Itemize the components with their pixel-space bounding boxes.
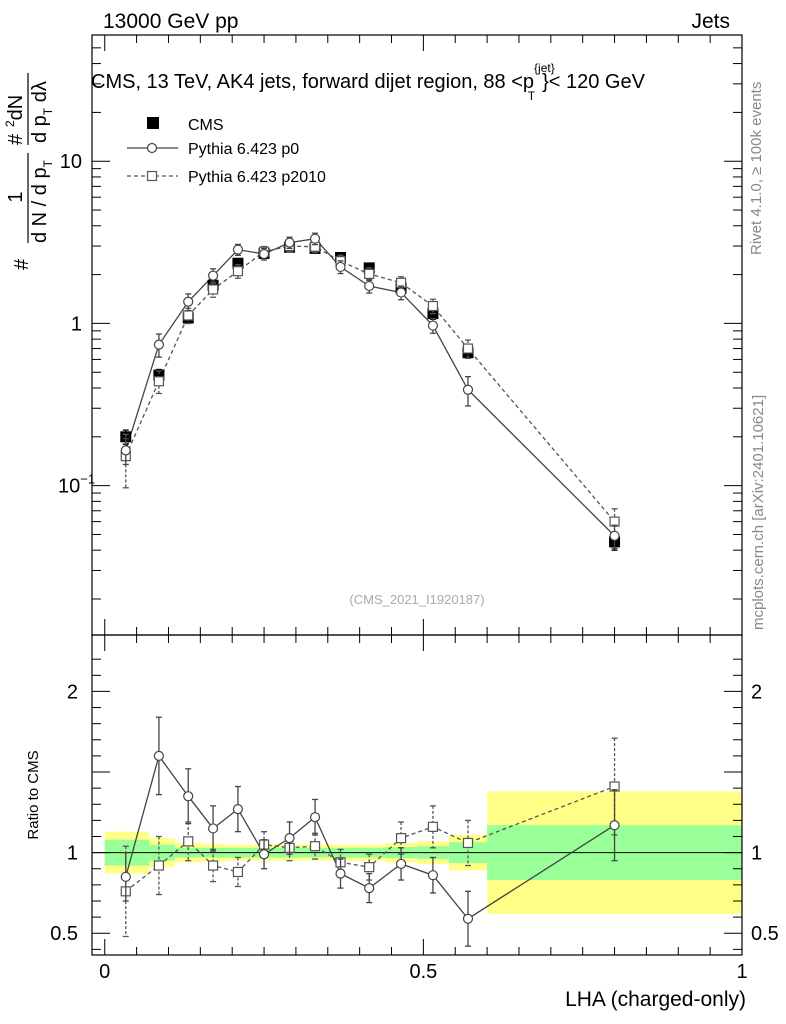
ratio-ytick-label: 1 — [67, 843, 78, 865]
p0-point — [427, 320, 439, 331]
p0-point — [309, 233, 321, 244]
ratio-p0-point — [609, 820, 620, 831]
p2010-point — [183, 310, 194, 321]
ratio-p0-point — [183, 791, 194, 802]
p2010-point — [232, 266, 244, 277]
p0-point — [609, 530, 620, 541]
legend-p2010-marker — [146, 170, 158, 182]
ratio-xtick-label: 0 — [99, 961, 110, 983]
ratio-p0-point — [462, 913, 474, 924]
main-ytick-label: 10 — [60, 151, 82, 173]
ratio-p0-point — [335, 868, 346, 879]
ratio-xtick-label: 0.5 — [409, 961, 437, 983]
ratio-p2010-point — [395, 833, 407, 844]
ratio-p0-point — [309, 812, 321, 823]
ratio-ytick-labels: 0.5 0.5 1 1 2 2 — [50, 681, 779, 945]
ratio-p0-point — [207, 823, 219, 834]
ratio-ylabel: Ratio to CMS — [25, 750, 42, 839]
rivet-side-text: Rivet 4.1.0, ≥ 100k events — [748, 82, 765, 255]
legend-p0-label: Pythia 6.423 p0 — [188, 141, 299, 158]
ratio-p0-point — [364, 882, 375, 894]
p0-point — [258, 248, 270, 260]
ylabel-hash: # — [11, 258, 33, 270]
p2010-point — [153, 376, 165, 387]
ratio-p0-point — [153, 750, 165, 762]
p0-point — [153, 339, 165, 350]
legend: CMS Pythia 6.423 p0 Pythia 6.423 p2010 — [127, 117, 326, 186]
mcplots-side-text: mcplots.cern.ch [arXiv:2401.10621] — [750, 395, 767, 630]
ylabel-num2: # — [5, 133, 27, 145]
p2010-point — [462, 343, 474, 354]
ratio-p2010-point — [364, 862, 375, 873]
ylabel-frac-den: d N / d pT — [29, 159, 55, 243]
header-left: 13000 GeV pp — [103, 10, 238, 33]
ratio-xtick-labels: 0 0.5 1 — [99, 961, 747, 983]
ratio-p0-point — [427, 870, 439, 881]
p0-point — [364, 280, 375, 292]
ratio-ytick-label: 0.5 — [50, 923, 78, 945]
ratio-p2010-point — [207, 860, 219, 871]
ratio-ytick-label: 2 — [67, 681, 78, 703]
ratio-p2010-point — [462, 837, 474, 849]
main-ytick-label: 10−1 — [58, 472, 95, 498]
ratio-xlabel: LHA (charged-only) — [565, 988, 746, 1011]
ratio-p0-point — [284, 833, 295, 844]
main-ylabel: # 1 d N / d pT # 2dN d pT dλ — [3, 73, 55, 270]
p0-point — [335, 261, 346, 273]
ratio-p2010-point — [309, 841, 321, 852]
p0-point — [183, 296, 194, 307]
title-superscript: {jet} — [534, 61, 555, 75]
p0-point — [120, 445, 131, 456]
legend-p2010-label: Pythia 6.423 p2010 — [188, 169, 326, 186]
ratio-ytick-label-right: 0.5 — [751, 923, 779, 945]
title-subscript: T — [528, 89, 536, 103]
main-ytick-labels: 10−1 1 10 — [58, 151, 95, 497]
p0-point — [232, 244, 244, 255]
ratio-frame — [91, 634, 743, 956]
ratio-ytick-label-right: 2 — [751, 681, 762, 703]
p0-line — [125, 237, 616, 537]
main-ytick-label: 1 — [71, 313, 82, 335]
cms-point — [232, 257, 244, 269]
cms-point — [153, 369, 165, 381]
ratio-series — [120, 716, 620, 947]
header-right: Jets — [691, 10, 730, 33]
ratio-p0-line — [125, 754, 615, 920]
ratio-p2010-point — [153, 860, 165, 871]
main-panel: 10−1 1 10 CMS, 13 TeV, AK4 jets, forward d… — [3, 34, 743, 636]
p2010-point — [207, 284, 219, 295]
legend-cms-marker — [147, 117, 159, 129]
p0-point — [395, 287, 407, 298]
main-series — [120, 232, 621, 551]
p2010-point — [427, 300, 439, 312]
title-end: }< 120 GeV — [542, 71, 646, 93]
ylabel-num2-main: 2dN — [3, 95, 27, 127]
p2010-point — [364, 268, 375, 279]
main-ticks — [92, 34, 743, 635]
ratio-ytick-label-right: 1 — [751, 843, 762, 865]
p0-point — [462, 384, 474, 395]
ylabel-frac-num: 1 — [5, 191, 27, 202]
ratio-p2010-point — [183, 836, 194, 847]
ratio-p0-point — [258, 849, 270, 860]
p0-point — [207, 270, 219, 281]
ylabel-den2: d pT dλ — [29, 81, 55, 143]
ratio-p0-point — [120, 871, 131, 882]
legend-p0-marker — [146, 142, 158, 154]
chart-title: CMS, 13 TeV, AK4 jets, forward dijet reg… — [91, 61, 646, 103]
ratio-panel: 0.5 0.51 12 2 0 0.5 1 Ratio to CMS LHA (charg… — [25, 634, 779, 1011]
p0-point — [284, 237, 295, 248]
ratio-p2010-point — [232, 866, 244, 878]
ratio-p0-point — [395, 858, 407, 870]
analysis-watermark: (CMS_2021_I1920187) — [349, 592, 484, 607]
ratio-p2010-point — [427, 821, 439, 832]
legend-cms-label: CMS — [188, 117, 224, 134]
ratio-ticks — [92, 635, 743, 955]
ratio-xtick-label: 1 — [736, 961, 747, 983]
ratio-p0-point — [232, 804, 244, 815]
